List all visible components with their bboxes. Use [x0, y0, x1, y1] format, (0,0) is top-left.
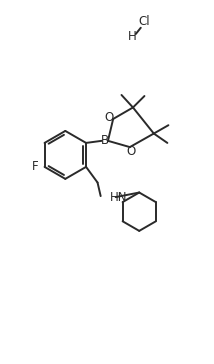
Text: H: H [128, 29, 136, 43]
Text: O: O [104, 111, 114, 124]
Text: F: F [32, 161, 39, 173]
Text: Cl: Cl [139, 15, 150, 28]
Text: HN: HN [109, 191, 127, 203]
Text: B: B [101, 134, 109, 147]
Text: O: O [126, 145, 135, 158]
